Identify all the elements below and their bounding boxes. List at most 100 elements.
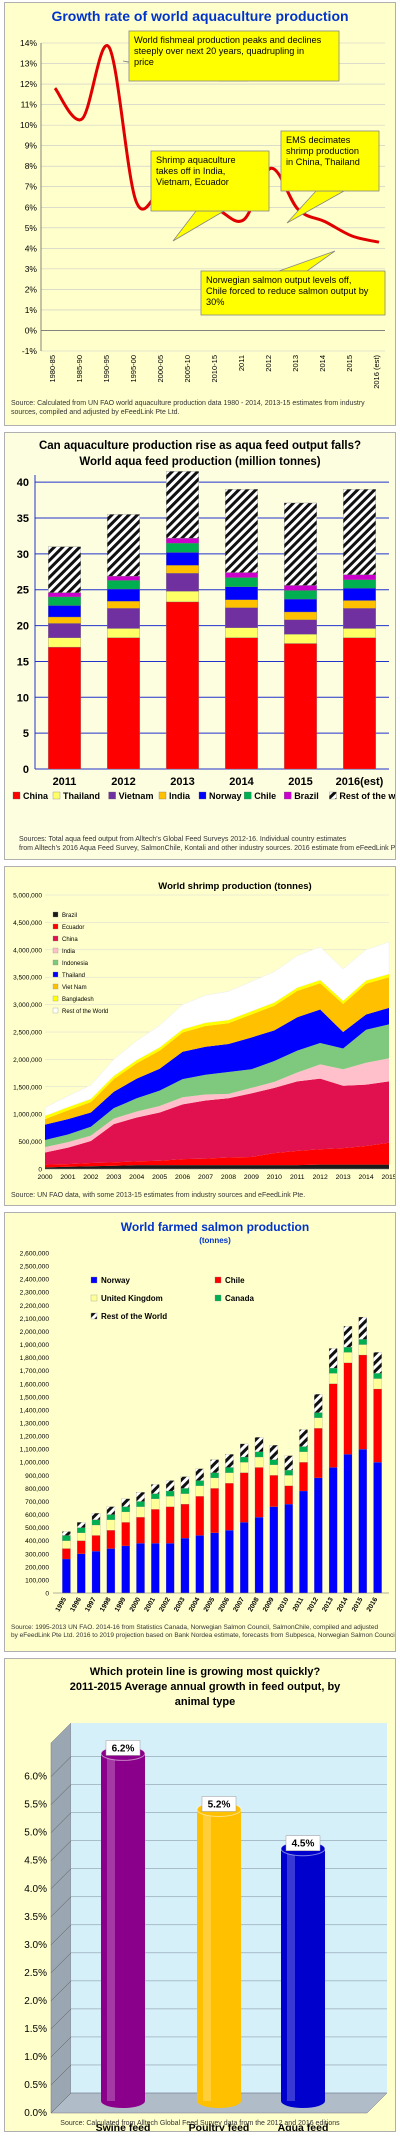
x-tick-label: 2002: [83, 1174, 98, 1181]
data-label: 5.2%: [208, 1799, 231, 1810]
bar-segment: [195, 1468, 204, 1481]
chart-title: World farmed salmon production: [121, 1220, 309, 1234]
bar-segment: [284, 1455, 293, 1471]
bar-segment: [136, 1543, 145, 1594]
bar-segment: [165, 1496, 175, 1507]
legend-label: Vietnam: [119, 791, 154, 801]
bar-segment: [343, 600, 376, 609]
bar-segment: [299, 1429, 308, 1447]
legend-label: Canada: [225, 1294, 254, 1303]
x-tick-label: 2011: [290, 1174, 305, 1181]
bar-segment: [210, 1459, 219, 1473]
gridline-side: [50, 1840, 72, 1861]
bar-segment: [62, 1548, 71, 1560]
chart-source: Source: Calculated from UN FAO world aqu…: [11, 400, 365, 416]
bar-segment: [106, 1548, 116, 1594]
legend-label: China: [23, 791, 49, 801]
legend-swatch: [158, 791, 167, 800]
x-tick-label: 2016 (est): [372, 355, 381, 389]
bar-segment: [62, 1531, 71, 1536]
y-tick-label: 2,100,000: [20, 1316, 50, 1323]
bar-segment: [166, 537, 199, 544]
bar-segment: [107, 637, 140, 770]
bar-segment: [284, 585, 317, 591]
bar-segment: [225, 627, 258, 638]
y-tick-label: 5%: [25, 223, 38, 233]
y-tick-label: 3.0%: [24, 1940, 47, 1951]
area-series: [45, 1078, 389, 1165]
x-tick-label: 2015: [288, 776, 312, 788]
bar-segment: [48, 596, 81, 606]
callout-box: [280, 130, 380, 192]
y-tick-label: 5.5%: [24, 1800, 47, 1811]
callout-box: [150, 150, 270, 212]
bar-segment: [343, 637, 376, 770]
legend-swatch: [90, 1294, 98, 1302]
legend-label: Brazil: [62, 913, 77, 919]
y-tick-label: 2%: [25, 284, 38, 294]
cylinder-base: [101, 2094, 145, 2108]
protein-growth-panel: Which protein line is growing most quick…: [4, 1658, 396, 2132]
y-tick-label: 800,000: [25, 1486, 49, 1493]
x-tick-label: 2003: [106, 1174, 121, 1181]
y-tick-label: 0: [23, 764, 29, 776]
aqua-feed-panel: Can aquaculture production rise as aqua …: [4, 432, 396, 860]
bar-segment: [107, 588, 140, 602]
y-tick-label: 1,400,000: [20, 1407, 50, 1414]
legend-swatch: [329, 791, 337, 800]
bar-segment: [48, 605, 81, 618]
callout-text: Shrimp aquaculture takes off in India, Vie…: [156, 155, 236, 187]
bar-segment: [210, 1488, 219, 1533]
y-tick-label: 1,600,000: [20, 1381, 50, 1388]
chart-source: Source: 1995-2013 UN FAO. 2014-16 from S…: [11, 1624, 395, 1639]
x-tick-label: 2014: [336, 1596, 350, 1613]
legend-label: Rest of the World: [62, 1009, 108, 1015]
bar-segment: [225, 1472, 234, 1484]
y-tick-label: 6%: [25, 202, 38, 212]
y-tick-label: 300,000: [25, 1551, 49, 1558]
chart-source: Source: Calculated from Alltech Global F…: [60, 2120, 340, 2127]
legend-swatch: [52, 923, 59, 930]
bar-segment: [107, 580, 140, 590]
x-tick-label: 2002: [158, 1596, 172, 1613]
bar-segment: [225, 577, 258, 588]
bar-segment: [343, 1352, 353, 1363]
y-tick-label: 4.0%: [24, 1884, 47, 1895]
bar-segment: [225, 1454, 234, 1468]
bar-segment: [328, 1383, 338, 1468]
area-series: [45, 977, 389, 1125]
bar-segment: [77, 1532, 86, 1541]
bar-segment: [166, 565, 199, 574]
bar-segment: [240, 1456, 249, 1463]
legend-swatch: [52, 971, 59, 978]
gridline-side: [50, 2036, 72, 2058]
bar-segment: [166, 591, 199, 603]
y-tick-label: 1.5%: [24, 2024, 47, 2035]
bar-segment: [254, 1437, 264, 1452]
bar-segment: [48, 592, 81, 598]
chart-subtitle: 2011-2015 Average annual growth in feed …: [70, 1681, 341, 1693]
y-tick-label: 4.5%: [24, 1856, 47, 1867]
x-tick-label: 2013: [336, 1174, 351, 1181]
y-tick-label: 6.0%: [24, 1772, 47, 1783]
callout-pointer: [278, 250, 336, 272]
bar-segment: [136, 1506, 145, 1518]
bar-segment: [136, 1517, 145, 1544]
bar-segment: [284, 590, 317, 600]
y-tick-label: 14%: [20, 38, 37, 48]
legend-label: Viet Nam: [62, 985, 87, 991]
bar-segment: [343, 588, 376, 601]
callout-text: EMS decimates shrimp production in China, …: [286, 135, 360, 167]
legend-swatch: [284, 791, 292, 800]
bar-segment: [254, 1451, 264, 1458]
x-tick-label: 1980-85: [48, 355, 57, 383]
y-tick-label: 1.0%: [24, 2052, 47, 2063]
x-tick-label: 1996: [69, 1596, 83, 1613]
shrimp-production-panel: World shrimp production (tonnes) 0 500,00…: [4, 866, 396, 1206]
y-tick-label: 3.5%: [24, 1912, 47, 1923]
bar-segment: [180, 1503, 190, 1539]
data-label: 4.5%: [292, 1839, 315, 1850]
bar-segment: [343, 1454, 353, 1594]
x-tick-label: 2016: [366, 1596, 380, 1613]
legend-swatch: [214, 1276, 222, 1284]
